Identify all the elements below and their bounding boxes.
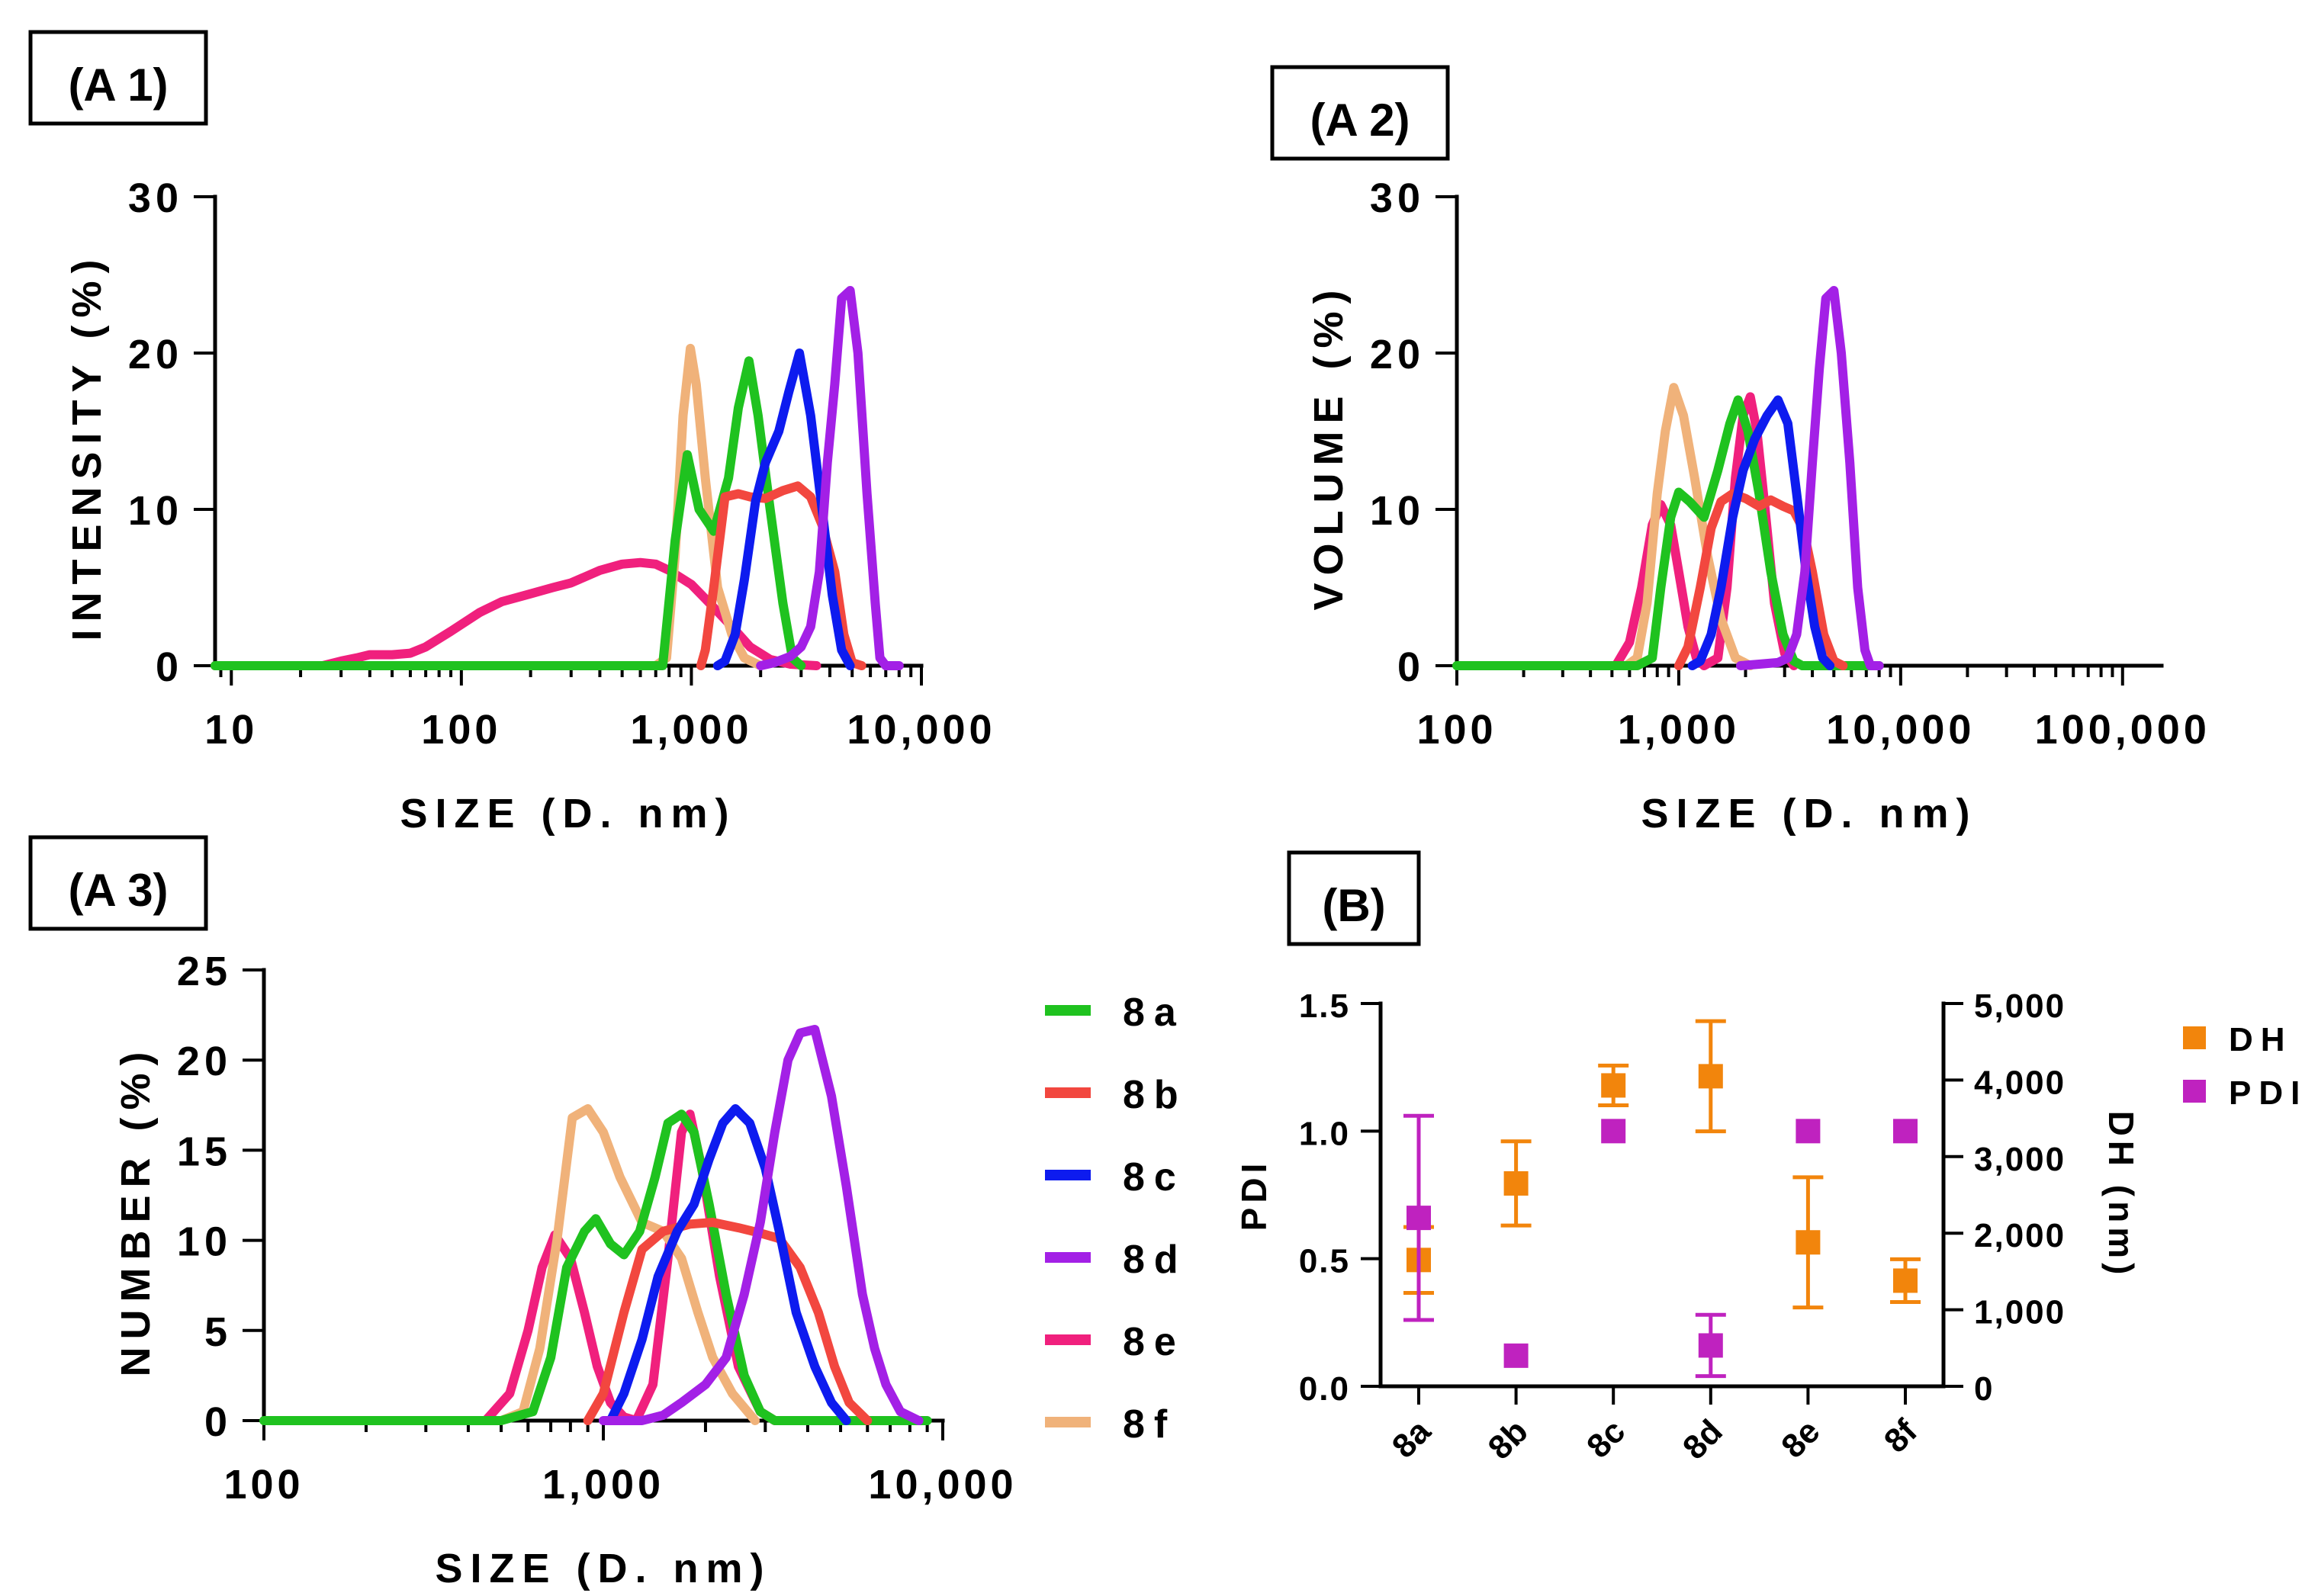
y-tick-label-A2: 0 [1397,644,1425,690]
panel-label-box-A2 [1270,65,1450,161]
series-line-A1-8b [696,481,866,670]
marker-DH-8e [1796,1230,1821,1255]
y-axis-title-A1: INTENSITY (%) [64,252,110,641]
y-right-tick-label-B: 4,000 [1974,1064,2066,1101]
y-left-tick-label-B: 1.5 [1299,987,1350,1025]
marker-PDI-8e [1796,1119,1821,1144]
legend-label-8d: 8d [1123,1238,1188,1282]
y-tick-label-A2: 20 [1370,332,1425,377]
y-tick-label-A3: 15 [177,1129,232,1174]
x-tick-label-A1: 100 [421,707,501,753]
x-tick-label-B: 8a [1385,1412,1439,1466]
y-tick-label-A1: 20 [128,332,183,377]
x-tick-label-A3: 1,000 [542,1462,664,1508]
x-tick-label-A2: 100,000 [2035,707,2210,753]
x-tick-label-B: 8d [1676,1412,1730,1466]
x-tick-label-B: 8e [1774,1412,1827,1465]
y-left-tick-label-B: 0.0 [1299,1370,1350,1408]
series-line-A3-8a [259,1109,932,1425]
y-left-tick-label-B: 0.5 [1299,1243,1350,1280]
marker-DH-8f [1893,1268,1918,1293]
y-tick-label-A3: 20 [177,1039,232,1084]
marker-PDI-8b [1503,1343,1529,1368]
y-tick-label-A1: 30 [128,175,183,221]
series-line-A3-8d [599,1025,924,1425]
panel-label-A3: (A 3) [68,865,168,916]
marker-DH-8d [1698,1064,1723,1089]
y-right-tick-label-B: 1,000 [1974,1294,2066,1331]
x-axis-title-A2: SIZE (D. nm) [1641,791,1978,837]
x-tick-label-A3: 100 [223,1462,304,1508]
y-right-tick-label-B: 2,000 [1974,1217,2066,1254]
panel-label-box-A3 [28,835,208,931]
series-line-A3-8c [606,1104,851,1425]
y-right-tick-label-B: 3,000 [1974,1141,2066,1178]
x-tick-label-A1: 10 [204,707,258,753]
marker-PDI-8f [1893,1119,1918,1144]
panel-label-B: (B) [1322,880,1385,931]
y-axis-title-A2: VOLUME (%) [1306,283,1352,611]
x-tick-label-A2: 1,000 [1618,707,1740,753]
legend-label-8e: 8e [1123,1320,1185,1364]
x-axis-title-A1: SIZE (D. nm) [400,791,737,837]
series-line-A2-8f [1622,383,1755,670]
y-left-tick-label-B: 1.0 [1299,1115,1350,1152]
marker-PDI-8c [1601,1119,1626,1144]
y-tick-label-A3: 10 [177,1219,232,1265]
panel-label-A2: (A 2) [1310,95,1410,146]
marker-PDI-8a [1407,1206,1431,1231]
x-axis-title-A3: SIZE (D. nm) [436,1546,772,1591]
y-tick-label-A3: 0 [204,1399,232,1445]
y-axis-title-left-B: PDI [1234,1159,1274,1232]
panel-label-box-A1 [28,30,208,126]
panel-label-box-B [1287,850,1421,946]
series-line-A1-8d [756,286,904,670]
x-tick-label-A2: 100 [1416,707,1497,753]
series-line-A1-8a [211,356,806,670]
series-line-A3-8f [497,1104,760,1425]
y-axis-title-A3: NUMBER (%) [113,1045,159,1377]
series-line-A2-8c [1687,395,1835,670]
legend-label-8b: 8b [1123,1073,1188,1117]
y-tick-label-A1: 0 [156,644,183,690]
marker-DH-8b [1503,1171,1529,1196]
series-line-A2-8a [1452,395,1884,670]
x-tick-label-A3: 10,000 [868,1462,1017,1508]
y-tick-label-A3: 5 [204,1309,232,1355]
y-tick-label-A3: 25 [177,949,232,994]
x-tick-label-A1: 10,000 [847,707,995,753]
legend-label-8c: 8c [1123,1155,1185,1199]
x-tick-label-B: 8c [1580,1412,1632,1465]
series-line-A1-8c [712,348,855,670]
legend-swatch-PDI [2183,1080,2206,1103]
y-axis-title-right-B: DH (nm) [2101,1111,2141,1280]
y-tick-label-A1: 10 [128,488,183,534]
series-line-A2-8b [1673,489,1848,670]
y-right-tick-label-B: 5,000 [1974,987,2066,1025]
x-tick-label-A2: 10,000 [1826,707,1975,753]
marker-PDI-8d [1698,1333,1723,1358]
legend-label-8f: 8f [1123,1402,1176,1447]
legend-label-PDI: PDI [2229,1074,2307,1112]
x-tick-label-B: 8b [1481,1412,1535,1466]
legend-label-8a: 8a [1123,991,1185,1035]
y-tick-label-A2: 30 [1370,175,1425,221]
legend-label-DH: DH [2229,1021,2293,1058]
series-line-A3-8b [583,1218,873,1425]
series-line-A2-8d [1736,286,1884,670]
y-tick-label-A2: 10 [1370,488,1425,534]
x-tick-label-B: 8f [1877,1412,1925,1460]
y-right-tick-label-B: 0 [1974,1370,1994,1408]
panel-label-A1: (A 1) [68,59,168,111]
marker-DH-8c [1601,1073,1626,1098]
x-tick-label-A1: 1,000 [630,707,752,753]
legend-swatch-DH [2183,1026,2206,1049]
